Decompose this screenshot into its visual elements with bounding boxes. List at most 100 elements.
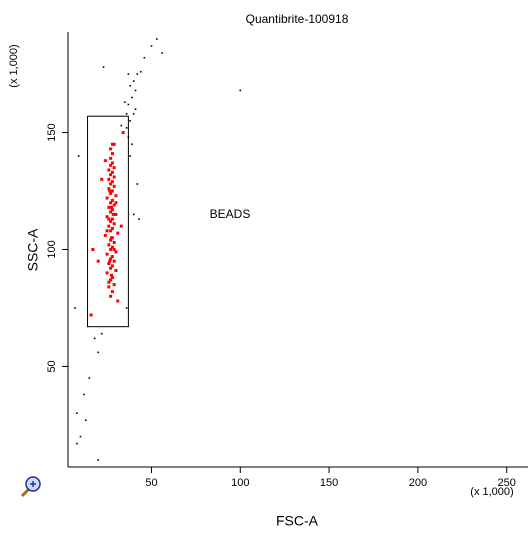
x-multiplier: (x 1,000)	[470, 486, 513, 498]
point	[114, 250, 118, 254]
zoom-icon[interactable]	[20, 476, 41, 498]
point	[110, 217, 114, 221]
point	[91, 248, 95, 251]
point	[107, 243, 111, 247]
point	[107, 285, 111, 289]
point	[107, 205, 111, 209]
point	[138, 218, 140, 220]
point	[119, 224, 123, 228]
point	[110, 161, 114, 165]
point	[100, 332, 103, 335]
point	[109, 156, 113, 160]
x-tick-label: 250	[498, 477, 516, 489]
point	[110, 290, 114, 294]
point	[107, 224, 111, 228]
point	[107, 262, 111, 266]
point	[110, 245, 114, 249]
point	[109, 173, 113, 177]
point	[110, 276, 114, 280]
point	[110, 208, 114, 212]
point	[134, 108, 137, 110]
point	[161, 52, 163, 54]
point	[134, 89, 137, 92]
point	[110, 264, 114, 268]
y-tick-label: 100	[46, 240, 58, 258]
point	[136, 73, 139, 75]
point	[131, 96, 133, 99]
point	[109, 278, 113, 282]
point	[150, 45, 153, 47]
point	[108, 189, 112, 193]
point	[107, 177, 111, 181]
point	[105, 252, 109, 256]
point	[110, 180, 114, 184]
point	[112, 203, 116, 207]
point	[112, 240, 116, 244]
x-tick-label: 50	[145, 477, 157, 489]
point	[109, 229, 113, 233]
point	[109, 238, 113, 242]
point	[127, 103, 130, 106]
point	[84, 419, 87, 422]
point	[97, 351, 99, 354]
point	[112, 248, 116, 251]
point	[110, 236, 114, 240]
gate-label: BEADS	[210, 207, 251, 221]
point	[103, 233, 107, 237]
y-tick-label: 150	[46, 123, 58, 141]
point	[143, 56, 146, 59]
point	[109, 191, 113, 195]
point	[88, 377, 91, 379]
point	[105, 215, 109, 219]
point	[110, 273, 114, 277]
point	[111, 212, 115, 216]
point	[79, 435, 82, 438]
point	[129, 155, 131, 157]
point	[112, 184, 116, 188]
point	[114, 212, 118, 216]
y-axis-label: SSC-A	[25, 228, 41, 271]
point	[132, 113, 135, 115]
point	[110, 152, 114, 156]
point	[109, 248, 113, 251]
point	[125, 127, 128, 129]
point	[107, 280, 111, 284]
point	[110, 170, 114, 174]
point	[102, 66, 105, 68]
point	[239, 89, 242, 92]
point	[125, 113, 128, 115]
point	[110, 205, 114, 209]
point	[120, 124, 123, 127]
point	[100, 177, 104, 181]
point	[107, 217, 111, 221]
point	[112, 222, 116, 226]
point	[109, 266, 113, 270]
point	[110, 255, 114, 259]
point	[129, 84, 131, 87]
y-multiplier: (x 1,000)	[8, 44, 20, 87]
point	[112, 259, 116, 263]
x-axis-label: FSC-A	[276, 513, 319, 529]
point	[156, 38, 158, 40]
point	[76, 412, 78, 415]
point	[121, 131, 125, 135]
point	[109, 219, 113, 223]
point	[112, 175, 116, 179]
point	[109, 294, 113, 298]
point	[109, 147, 113, 151]
point	[109, 182, 113, 186]
point	[108, 259, 112, 263]
point	[132, 213, 135, 216]
y-tick-label: 50	[46, 360, 58, 372]
point	[105, 271, 109, 275]
point	[131, 143, 133, 146]
point	[109, 201, 113, 205]
point	[129, 120, 131, 122]
point	[109, 163, 113, 167]
point	[109, 210, 113, 214]
point	[140, 70, 142, 73]
point	[132, 80, 135, 82]
point	[105, 229, 109, 233]
point	[114, 269, 118, 273]
